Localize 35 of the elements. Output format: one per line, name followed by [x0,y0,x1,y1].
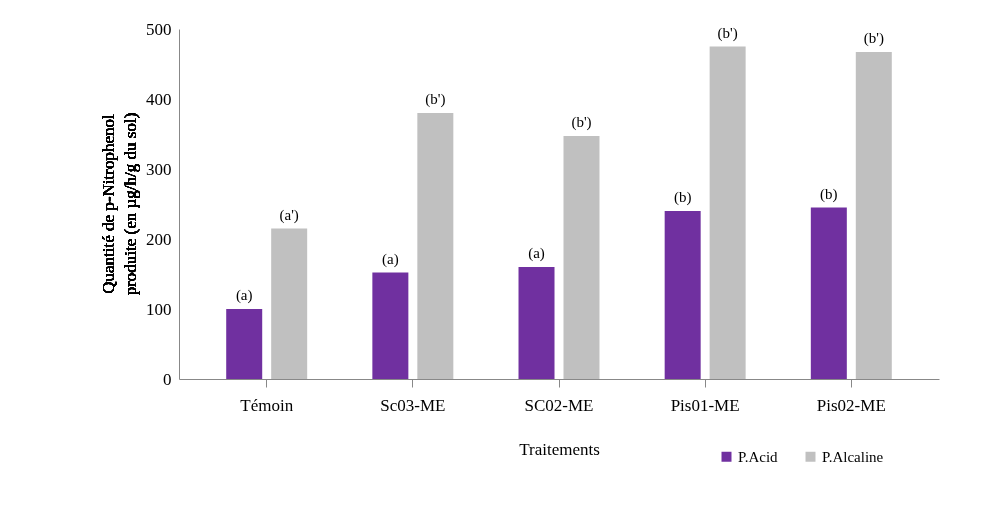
y-tick-label: 100 [146,299,172,319]
bar [271,228,308,379]
data-label: (b') [863,30,884,48]
x-tick-label: Sc03-ME [380,395,446,415]
data-label: (b') [571,114,592,132]
x-tick-label: Pis02-ME [816,395,886,415]
data-label: (b) [673,189,692,206]
bar [226,309,263,379]
data-label: (b') [717,24,738,42]
y-axis-title: Quantité de p-Nitrophenol produite (en µg/h/g du sol) [99,112,140,296]
bar [855,52,892,379]
data-label: (a) [235,287,253,304]
data-label: (b') [425,91,446,108]
y-tick-label: 300 [146,159,172,179]
data-label: (a) [382,250,399,268]
bar [372,272,409,379]
legend-label: P.Acid [738,448,779,465]
data-label: (a') [279,206,299,224]
data-label: (a) [528,245,545,262]
y-tick-label: 200 [146,229,172,249]
bar [709,46,746,379]
bar [417,113,454,379]
bar [810,207,847,379]
x-tick-label: SC02-ME [524,395,594,415]
y-tick-label: 0 [163,369,172,389]
x-tick-label: Pis01-ME [670,395,740,415]
x-axis-title: Traitements [519,439,600,459]
legend-label: P.Alcaline [822,448,884,465]
y-tick-label: 500 [146,19,172,39]
y-tick-label: 400 [146,89,172,109]
bar [563,136,600,379]
x-tick-label: Témoin [240,395,294,415]
bar [518,267,555,379]
bar [664,211,701,379]
data-label: (b) [820,185,838,203]
